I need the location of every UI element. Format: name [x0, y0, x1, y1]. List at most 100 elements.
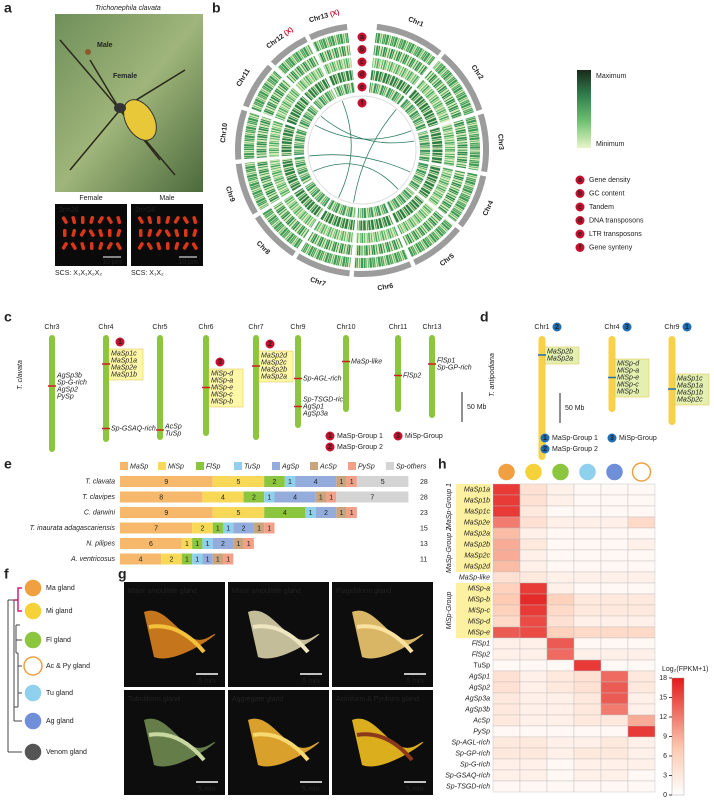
gene-label: Sp-GSAQ-rich [111, 425, 156, 432]
segment-label: 2 [252, 494, 256, 501]
chromosome-label: Chr3 [496, 134, 504, 150]
heat-cell [600, 725, 629, 738]
synteny-link [309, 154, 411, 173]
badge [682, 322, 692, 332]
heat-cell [546, 725, 575, 738]
legend-swatch [272, 462, 280, 470]
gene-label: AgSp2 [56, 386, 78, 393]
heat-cell [573, 571, 602, 584]
track-stripes [427, 167, 453, 207]
heat-cell [492, 736, 521, 749]
heat-cell [627, 560, 656, 573]
chromosome-name: Chr6 [198, 324, 213, 331]
track-stripes [274, 87, 301, 122]
heat-cell [600, 516, 629, 529]
heat-cell [492, 593, 521, 606]
group-legend: MaSp-Group 1 [552, 435, 598, 442]
badge [575, 202, 585, 212]
badge-number: d [578, 218, 582, 225]
synteny-link [320, 116, 415, 144]
row-label: PySp [473, 728, 490, 735]
gland-icon [23, 578, 43, 598]
track-stripes [286, 55, 320, 84]
track-stripes [269, 159, 291, 198]
chromosome-name: Chr2 [470, 64, 485, 81]
chromosome [538, 336, 546, 460]
bar-segment [202, 538, 213, 549]
row-label: TuSp [474, 662, 491, 669]
row-label: MaSp2a [464, 530, 490, 537]
bar-segment [202, 553, 213, 565]
chromosome-spot [98, 229, 104, 238]
gene-label: MaSp2c [677, 396, 703, 403]
segment-label: 1 [329, 494, 333, 501]
heat-cell [492, 780, 521, 793]
segment-label: 1 [226, 525, 230, 532]
chromosome-name: Chr13 [422, 324, 441, 331]
panel-label: a [4, 0, 12, 16]
heat-cell [573, 681, 602, 694]
track-stripes [407, 218, 454, 257]
badge [215, 357, 225, 367]
chromosome-spot [182, 216, 189, 224]
badge-number: 1 [543, 435, 547, 442]
colorbar-title: Log₂(FPKM+1) [662, 666, 708, 673]
badge-number: 2 [328, 444, 332, 451]
gene-label: MiSp-e [617, 374, 639, 381]
heat-cell [519, 527, 548, 540]
chromosome [253, 335, 259, 440]
bar-segment [295, 476, 337, 487]
photo-caption: Aciniform & Pyriform gland [336, 696, 419, 703]
legend-label: Sp-others [396, 463, 427, 470]
heat-cell [627, 714, 656, 727]
track-stripes [407, 161, 429, 192]
legend-label: FlSp [206, 463, 221, 470]
scale-label: 5 mm [302, 678, 320, 685]
track-stripes [244, 112, 260, 160]
badge [357, 70, 367, 79]
row-label: AgSp2 [468, 684, 490, 691]
segment-label: 4 [139, 556, 143, 563]
group-box [456, 528, 491, 572]
heat-cell [492, 637, 521, 650]
gene-label: MiSp-e [211, 384, 233, 391]
bar-segment [120, 522, 193, 534]
row-label: Sp-G-rich [460, 761, 490, 768]
heat-cell [519, 714, 548, 727]
chromosome-spot [182, 242, 189, 250]
panel-label: f [4, 566, 9, 582]
heat-cell [519, 736, 548, 749]
heat-cell [600, 780, 629, 793]
heat-cell [600, 626, 629, 639]
heat-cell [546, 714, 575, 727]
bar-segment [192, 538, 203, 549]
legend-label: PySp [358, 463, 375, 470]
heat-cell [519, 615, 548, 628]
gene-label: MiSp-d [211, 370, 234, 377]
legend-swatch [348, 462, 356, 470]
track-stripes [323, 57, 353, 75]
group-label: MaSp-Group 1 [446, 483, 453, 529]
bar-segment [120, 491, 203, 503]
track-stripes [465, 116, 480, 171]
legend-label: AcSp [319, 463, 337, 470]
gland-icon [23, 656, 43, 676]
heat-cell [492, 538, 521, 551]
group-legend: MaSp-Group 1 [337, 433, 383, 440]
segment-label: 2 [200, 525, 204, 532]
track-legend: DNA transposons [589, 217, 644, 224]
segment-label: 2 [242, 525, 246, 532]
sex-chromosome-system: SCS: X₁X₂ [131, 270, 164, 277]
track-stripes [402, 210, 444, 246]
gland-name: Ac & Py gland [46, 663, 90, 670]
heat-cell [627, 703, 656, 716]
heat-cell [492, 582, 521, 595]
heat-cell [546, 593, 575, 606]
chromosome-spot [71, 228, 77, 237]
bar-segment [356, 476, 409, 487]
bar-segment [264, 491, 275, 503]
photo-label: Male [97, 42, 113, 49]
row-label: AgSp1 [468, 673, 490, 680]
heat-cell [600, 670, 629, 683]
heat-cell [600, 505, 629, 518]
